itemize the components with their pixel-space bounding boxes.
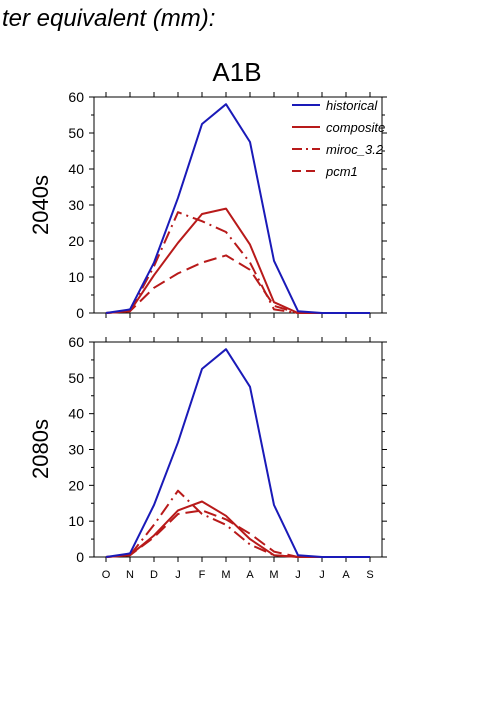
- x-tick-label: O: [102, 569, 111, 581]
- y-tick-label: 0: [76, 549, 84, 565]
- x-tick-label: J: [319, 569, 325, 581]
- x-tick-label: A: [246, 569, 254, 581]
- y-tick-label: 10: [68, 513, 84, 529]
- y-tick-label: 50: [68, 370, 84, 386]
- series-line-historical: [105, 348, 370, 558]
- y-tick-label: 10: [68, 269, 84, 285]
- y-axis-label: 2080s: [28, 419, 53, 479]
- x-tick-label: M: [269, 569, 278, 581]
- legend-label: composite: [326, 120, 385, 135]
- x-tick-label: J: [295, 569, 301, 581]
- y-tick-label: 30: [68, 197, 84, 213]
- y-tick-label: 60: [68, 334, 84, 350]
- x-tick-label: D: [150, 569, 158, 581]
- legend-label: historical: [326, 98, 378, 113]
- y-tick-label: 40: [68, 161, 84, 177]
- panel-2040s: 0 10 20 30 40 50 60 2040s historical composite mir…: [28, 89, 387, 321]
- header-text: ter equivalent (mm):: [2, 5, 215, 32]
- series-line-composite: [105, 500, 370, 558]
- series-line-miroc-3-2: [105, 489, 370, 558]
- x-tick-label: S: [366, 569, 373, 581]
- y-tick-label: 20: [68, 233, 84, 249]
- y-tick-label: 50: [68, 125, 84, 141]
- y-axis-label: 2040s: [28, 175, 53, 235]
- series-line-pcm1: [105, 254, 370, 314]
- y-tick-label: 20: [68, 477, 84, 493]
- y-tick-label: 60: [68, 89, 84, 105]
- legend-label: pcm1: [325, 164, 358, 179]
- x-tick-label: F: [199, 569, 206, 581]
- panel-2080s: 0 10 20 30 40 50 60 O N D J F M A M J J A S 2080s: [28, 334, 387, 581]
- chart-title: A1B: [212, 57, 261, 87]
- x-tick-label: A: [342, 569, 350, 581]
- plot-frame: [93, 341, 383, 558]
- x-tick-label: N: [126, 569, 134, 581]
- y-tick-label: 0: [76, 305, 84, 321]
- y-tick-label: 40: [68, 406, 84, 422]
- x-tick-label: M: [221, 569, 230, 581]
- y-tick-label: 30: [68, 442, 84, 458]
- legend-label: miroc_3.2: [326, 142, 384, 157]
- series-line-historical: [105, 103, 370, 314]
- x-tick-label: J: [175, 569, 181, 581]
